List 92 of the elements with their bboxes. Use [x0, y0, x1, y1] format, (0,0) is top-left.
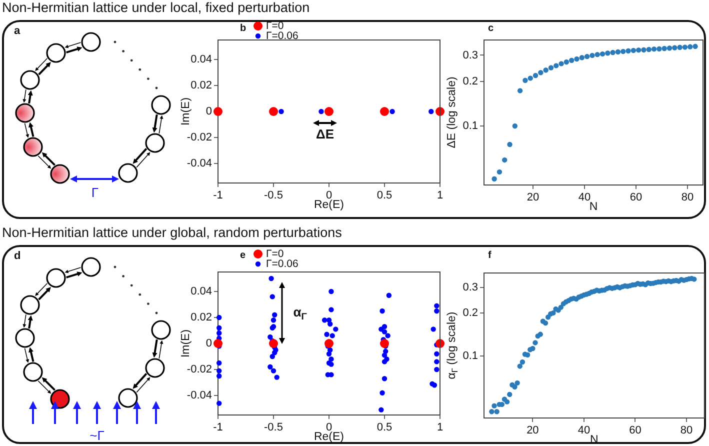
point — [626, 48, 631, 54]
point — [636, 47, 642, 53]
x-axis-title: Re(E) — [314, 431, 344, 444]
text: Non-Hermitian lattice under global, random perturbations — [2, 225, 342, 240]
x-tick-label: 80 — [681, 192, 694, 204]
y-tick-label: 0.3 — [462, 49, 478, 62]
x-tick-label: 1 — [436, 190, 444, 202]
point — [662, 46, 667, 52]
point — [656, 46, 662, 52]
point — [528, 76, 533, 81]
x-tick-label: 40 — [578, 424, 590, 437]
x-tick-label: 20 — [526, 192, 540, 204]
y-tick-label: 0.04 — [190, 54, 212, 66]
x-tick-label: -1 — [213, 422, 223, 434]
y-tick-label: 0.1 — [462, 350, 478, 362]
x-tick-label: -0.5 — [264, 190, 283, 202]
x-tick-label: -1 — [213, 190, 223, 202]
text: f — [488, 250, 492, 261]
point — [666, 46, 672, 51]
point — [564, 59, 570, 65]
x-tick-label: 40 — [578, 192, 591, 204]
point — [558, 61, 564, 66]
y-tick-label: -0.04 — [186, 390, 212, 402]
legend-label: Γ=0 — [266, 248, 284, 260]
text: b — [240, 22, 246, 34]
point — [600, 51, 606, 57]
x-tick-label: -0.5 — [264, 422, 283, 434]
y-tick-label: 0.02 — [190, 312, 212, 324]
legend-label: Γ=0.06 — [266, 258, 299, 270]
y-tick-label: 0.2 — [462, 306, 478, 319]
point — [492, 176, 497, 182]
y-tick-label: 0 — [206, 106, 212, 118]
point — [682, 44, 688, 50]
point — [610, 50, 616, 56]
point — [507, 142, 512, 148]
point — [532, 72, 538, 78]
text: Γ — [91, 185, 99, 200]
x-tick-label: 0.5 — [376, 190, 392, 202]
annotation: ΔE — [316, 126, 334, 142]
text: e — [240, 250, 246, 261]
text: Non-Hermitian lattice under local, fixed perturbation — [2, 0, 310, 15]
point — [512, 123, 518, 129]
point — [590, 52, 595, 58]
y-tick-label: 0.2 — [462, 75, 478, 88]
point — [641, 47, 646, 52]
point — [615, 49, 621, 54]
x-tick-label: 0.5 — [376, 422, 392, 434]
y-axis-title: ΔE (log scale) — [446, 76, 458, 148]
y-tick-label: 0.02 — [190, 80, 212, 92]
point — [496, 169, 502, 175]
y-tick-label: 0 — [206, 338, 212, 350]
x-tick-label: 20 — [526, 424, 539, 437]
text: ~Γ — [90, 428, 104, 443]
y-tick-label: 0.1 — [462, 120, 478, 132]
x-tick-label: 60 — [629, 424, 642, 437]
point — [538, 70, 544, 76]
y-tick-label: 0.3 — [462, 282, 478, 294]
text: c — [488, 22, 494, 34]
point — [630, 48, 636, 54]
point — [502, 157, 508, 163]
x-axis-title: N — [589, 201, 598, 214]
x-axis-title: Re(E) — [314, 199, 344, 212]
point — [594, 52, 600, 58]
point — [522, 78, 528, 83]
point — [584, 54, 590, 60]
point — [574, 56, 580, 62]
point — [548, 65, 554, 70]
y-tick-label: 0.04 — [190, 286, 212, 298]
legend-label: Γ=0 — [266, 20, 284, 32]
point — [646, 46, 652, 52]
point — [554, 63, 559, 68]
point — [517, 88, 523, 94]
point — [692, 44, 698, 50]
point — [569, 58, 574, 63]
point — [579, 55, 585, 60]
legend-label: Γ=0.06 — [266, 30, 299, 42]
point — [543, 68, 548, 73]
x-tick-label: 80 — [680, 424, 693, 437]
y-tick-label: -0.02 — [186, 132, 212, 144]
x-tick-label: 1 — [436, 422, 444, 434]
point — [651, 46, 657, 52]
y-tick-label: -0.02 — [186, 364, 212, 376]
x-tick-label: 60 — [630, 192, 642, 204]
y-axis-title: αΓ (log scale) — [446, 312, 460, 380]
y-tick-label: -0.04 — [186, 158, 212, 170]
point — [620, 48, 626, 54]
y-axis-title: Im(E) — [180, 329, 192, 358]
point — [672, 45, 678, 50]
point — [605, 50, 610, 56]
point — [688, 44, 693, 50]
y-axis-title: Im(E) — [180, 97, 192, 126]
point — [677, 44, 682, 50]
